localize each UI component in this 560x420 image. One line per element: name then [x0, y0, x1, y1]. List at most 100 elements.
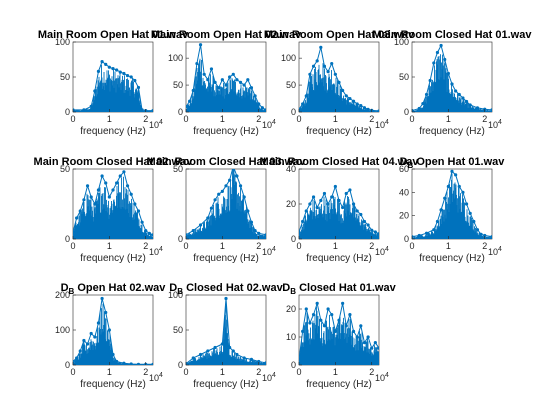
data-point	[454, 89, 458, 93]
y-tick-label: 50	[60, 164, 70, 174]
data-point	[186, 362, 188, 365]
data-point	[348, 188, 352, 192]
data-point	[483, 233, 487, 238]
spectrum-spikes	[73, 176, 153, 239]
x-tick-label: 1	[107, 241, 112, 251]
data-point	[217, 86, 221, 90]
data-point	[435, 219, 440, 224]
x-tick-label: 1	[333, 241, 338, 251]
y-tick-label: 100	[55, 37, 70, 47]
data-point	[319, 318, 323, 322]
data-point	[125, 74, 130, 78]
data-point	[373, 341, 377, 345]
y-tick-label: 50	[173, 164, 183, 174]
data-point	[93, 202, 97, 206]
data-point	[242, 195, 246, 199]
x-tick-label: 0	[183, 241, 188, 251]
data-point	[457, 184, 461, 189]
x-tick-label: 2	[482, 241, 487, 251]
x-axis-label: frequency (Hz)	[306, 126, 372, 137]
data-point	[122, 71, 126, 76]
x-axis-exponent: 104	[149, 246, 163, 257]
y-tick-label: 100	[168, 290, 183, 300]
data-point	[89, 331, 93, 336]
data-point	[264, 233, 266, 237]
subplot-title: Main Room Closed Hat 04.wav	[260, 156, 420, 168]
data-point	[450, 169, 454, 173]
data-point	[446, 184, 450, 189]
spectrum-series	[299, 184, 379, 239]
y-tick-label: 0	[291, 234, 296, 244]
data-point	[191, 229, 195, 233]
data-point	[213, 198, 217, 202]
data-point	[322, 324, 327, 328]
x-axis-label: frequency (Hz)	[306, 379, 372, 390]
data-point	[377, 232, 379, 236]
x-tick-label: 0	[296, 241, 301, 251]
y-tick-label: 0	[65, 234, 70, 244]
x-tick-label: 2	[256, 114, 261, 124]
data-point	[78, 209, 82, 213]
x-tick-label: 2	[369, 241, 374, 251]
data-point	[151, 362, 153, 365]
data-point	[93, 335, 97, 339]
data-point	[220, 342, 224, 346]
data-point	[257, 359, 261, 364]
x-tick-label: 2	[369, 114, 374, 124]
data-point	[326, 70, 330, 74]
y-tick-label: 0	[291, 360, 296, 370]
data-point	[100, 174, 104, 178]
data-point	[412, 235, 414, 239]
x-tick-label: 1	[446, 241, 451, 251]
data-point	[348, 313, 352, 317]
data-point	[191, 88, 195, 93]
subplot-10: 0 1 2 0 50 100 frequency (Hz)104 DB Closed Hat …	[168, 282, 284, 390]
data-point	[96, 321, 101, 325]
data-point	[186, 233, 188, 237]
data-point	[412, 109, 414, 112]
x-axis-exponent: 104	[262, 119, 276, 130]
data-point	[209, 206, 214, 210]
spectrum-series	[73, 170, 153, 239]
data-point	[111, 352, 115, 357]
data-point	[311, 64, 316, 68]
x-tick-label: 2	[143, 241, 148, 251]
data-point	[359, 324, 363, 328]
data-point	[151, 233, 153, 237]
data-point	[198, 43, 203, 47]
subplot-title: Main Room Open Hat 02.wav	[151, 29, 302, 41]
spectrum-spikes	[186, 305, 266, 365]
x-tick-label: 0	[183, 114, 188, 124]
data-point	[257, 102, 261, 106]
x-axis-label: frequency (Hz)	[193, 253, 259, 264]
x-axis-exponent: 104	[262, 372, 276, 383]
subplot-title: Main Room Open Hat 01.wav	[38, 29, 189, 41]
data-point	[78, 349, 82, 353]
data-point	[220, 78, 224, 82]
spectrum-series	[412, 169, 492, 239]
data-point	[475, 106, 480, 110]
data-point	[75, 216, 79, 220]
data-point	[304, 307, 308, 311]
x-tick-label: 0	[70, 114, 75, 124]
data-point	[213, 345, 217, 350]
data-point	[362, 341, 367, 345]
data-point	[479, 232, 483, 236]
y-tick-label: 0	[404, 107, 409, 117]
data-point	[464, 202, 469, 206]
y-tick-label: 50	[286, 80, 296, 90]
data-point	[468, 211, 472, 215]
data-point	[73, 108, 75, 112]
data-point	[428, 78, 432, 83]
spectrum-spikes	[299, 306, 379, 365]
x-axis-exponent: 104	[488, 119, 502, 130]
data-point	[235, 352, 239, 357]
data-point	[231, 72, 235, 76]
data-point	[443, 196, 447, 200]
data-point	[299, 230, 301, 234]
data-point	[366, 107, 370, 111]
x-axis-label: frequency (Hz)	[193, 126, 259, 137]
